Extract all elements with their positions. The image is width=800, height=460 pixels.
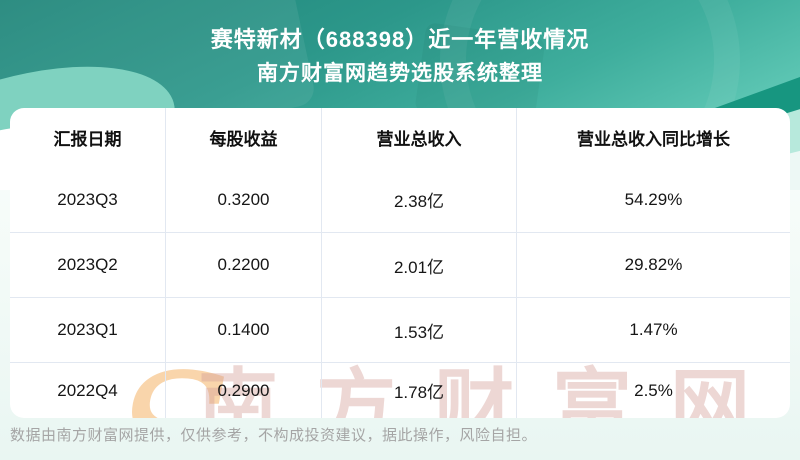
data-card: S 南方财富网 outhmoney.com 汇报日期 每股收益 营业总收入 营业… — [10, 108, 790, 418]
cell-yoy-growth: 2.5% — [634, 380, 673, 400]
column-header-yoy-growth: 营业总收入同比增长 — [577, 130, 730, 149]
table-row: 2023Q2 0.2200 2.01亿 29.82% — [10, 232, 790, 297]
table-row: 2023Q1 0.1400 1.53亿 1.47% — [10, 297, 790, 362]
cell-revenue: 1.53亿 — [322, 298, 517, 362]
column-header-eps: 每股收益 — [166, 108, 322, 167]
cell-report-date: 2022Q4 — [10, 363, 166, 418]
cell-eps: 0.1400 — [166, 298, 322, 362]
page-subtitle: 南方财富网趋势选股系统整理 — [257, 62, 543, 85]
revenue-table: 汇报日期 每股收益 营业总收入 营业总收入同比增长 2023Q3 0.3200 2.… — [10, 108, 790, 418]
cell-report-date: 2023Q3 — [10, 167, 166, 232]
cell-revenue: 1.78亿 — [322, 363, 517, 418]
cell-eps: 0.2200 — [166, 233, 322, 297]
column-header-total-revenue: 营业总收入 — [322, 108, 517, 167]
cell-yoy-growth: 29.82% — [624, 255, 683, 274]
page-title: 赛特新材（688398）近一年营收情况 — [210, 27, 590, 52]
cell-report-date: 2023Q1 — [10, 298, 166, 362]
column-header-report-date: 汇报日期 — [10, 108, 166, 167]
table-row: 2023Q3 0.3200 2.38亿 54.29% — [10, 167, 790, 232]
cell-eps: 0.2900 — [166, 363, 322, 418]
cell-yoy-growth: 54.29% — [624, 189, 683, 209]
cell-revenue: 2.01亿 — [322, 233, 517, 297]
table-row: 2022Q4 0.2900 1.78亿 2.5% — [10, 362, 790, 418]
cell-eps: 0.3200 — [166, 167, 322, 232]
cell-yoy-growth: 1.47% — [629, 320, 678, 339]
cell-revenue: 2.38亿 — [322, 167, 517, 232]
disclaimer-text: 数据由南方财富网提供，仅供参考，不构成投资建议，据此操作，风险自担。 — [10, 427, 538, 444]
table-header-row: 汇报日期 每股收益 营业总收入 营业总收入同比增长 — [10, 108, 790, 167]
cell-report-date: 2023Q2 — [10, 233, 166, 297]
